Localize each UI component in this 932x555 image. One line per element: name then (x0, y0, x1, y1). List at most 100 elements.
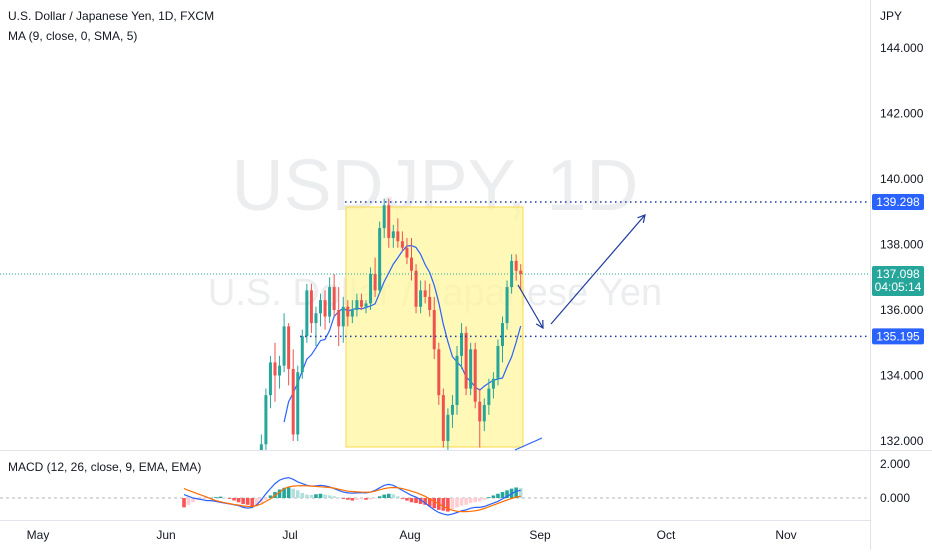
candle-body[interactable] (464, 332, 468, 389)
candles-layer[interactable] (259, 198, 523, 450)
candle-body[interactable] (455, 355, 459, 405)
candle-body[interactable] (414, 270, 418, 307)
candle-body[interactable] (332, 287, 336, 310)
candle-body[interactable] (259, 444, 263, 450)
candle-body[interactable] (469, 349, 473, 389)
candle-body[interactable] (309, 290, 313, 324)
candle-body[interactable] (432, 310, 436, 350)
macd-histogram-bar (245, 498, 250, 505)
candle-body[interactable] (405, 247, 409, 258)
macd-histogram-bar (186, 498, 191, 505)
candle-body[interactable] (478, 401, 482, 422)
price-axis-unit: JPY (880, 9, 902, 23)
macd-histogram-bar (355, 498, 359, 501)
candle-body[interactable] (450, 404, 454, 415)
time-tick-label: Oct (657, 528, 676, 542)
macd-histogram-bar (446, 498, 450, 512)
price-tick-label: 136.000 (880, 303, 924, 317)
candle-body[interactable] (419, 290, 423, 307)
price-tick-label: 140.000 (880, 172, 924, 186)
candle-body[interactable] (410, 257, 413, 271)
candle-body[interactable] (337, 310, 341, 327)
candle-body[interactable] (350, 310, 354, 317)
macd-histogram-bar (427, 498, 432, 507)
macd-histogram-bar (414, 498, 418, 504)
candle-body[interactable] (378, 228, 382, 291)
candle-body[interactable] (382, 205, 386, 229)
candle-body[interactable] (264, 395, 268, 445)
levels-layer[interactable] (0, 201, 870, 338)
macd-histogram-bar (314, 494, 318, 498)
candle-body[interactable] (300, 336, 304, 373)
candle-body[interactable] (441, 395, 445, 441)
macd-histogram-bar (227, 498, 232, 499)
candle-body[interactable] (391, 231, 395, 238)
forecast-arrow-up[interactable] (550, 214, 646, 325)
candle-body[interactable] (287, 326, 291, 369)
candle-body[interactable] (369, 273, 373, 304)
candle-body[interactable] (396, 231, 400, 242)
symbol-title[interactable]: U.S. Dollar / Japanese Yen, 1D, FXCM (8, 9, 215, 23)
candle-body[interactable] (305, 290, 309, 337)
forecast-arrow-down[interactable] (517, 284, 544, 329)
macd-histogram-bar (268, 495, 273, 498)
candle-body[interactable] (473, 349, 477, 402)
candle-body[interactable] (423, 290, 427, 297)
candle-body[interactable] (428, 296, 432, 310)
candle-body[interactable] (446, 414, 450, 441)
candle-body[interactable] (519, 270, 523, 274)
resistance-price-label: 139.298 (876, 195, 920, 209)
candle-body[interactable] (487, 388, 491, 405)
macd-histogram-bar (204, 498, 209, 499)
macd-histogram-bar (309, 494, 314, 498)
candle-body[interactable] (355, 300, 359, 310)
candle-body[interactable] (323, 300, 327, 317)
candle-body[interactable] (501, 323, 504, 347)
macd-histogram-bar (409, 498, 414, 503)
candle-body[interactable] (268, 362, 272, 396)
candle-body[interactable] (491, 378, 495, 389)
candle-body[interactable] (296, 372, 300, 435)
macd-tick-label: 0.000 (880, 491, 910, 505)
macd-indicator-title[interactable]: MACD (12, 26, close, 9, EMA, EMA) (8, 460, 202, 474)
candle-body[interactable] (346, 306, 350, 317)
macd-histogram-bar (191, 498, 195, 503)
candle-body[interactable] (278, 365, 282, 376)
candle-body[interactable] (460, 332, 464, 356)
macd-histogram-bar (432, 498, 437, 509)
drawings-layer[interactable] (514, 214, 646, 451)
candle-body[interactable] (282, 326, 286, 366)
candle-body[interactable] (482, 404, 486, 422)
time-tick-label: Nov (775, 528, 796, 542)
time-tick-label: Sep (529, 528, 551, 542)
candle-body[interactable] (400, 241, 404, 248)
candle-body[interactable] (514, 260, 518, 271)
candle-body[interactable] (373, 273, 377, 291)
candle-body[interactable] (437, 349, 441, 396)
time-axis[interactable]: May Jun Jul Aug Sep Oct Nov (27, 528, 797, 542)
candle-body[interactable] (387, 205, 391, 238)
candle-body[interactable] (314, 313, 318, 324)
candle-body[interactable] (496, 346, 500, 379)
macd-histogram-bar (264, 498, 268, 500)
macd-histogram-bar (368, 498, 373, 500)
time-tick-label: Aug (399, 528, 420, 542)
macd-histogram-bar (477, 498, 482, 502)
candle-body[interactable] (505, 287, 509, 324)
candle-body[interactable] (359, 300, 363, 307)
candle-body[interactable] (328, 287, 332, 317)
price-tick-label: 138.000 (880, 238, 924, 252)
candle-body[interactable] (364, 303, 368, 307)
candle-body[interactable] (291, 368, 295, 435)
macd-histogram-bar (341, 498, 346, 499)
candle-body[interactable] (319, 300, 322, 314)
price-axis[interactable]: JPY 144.000 142.000 140.000 138.000 136.000 13… (880, 9, 924, 448)
candle-body[interactable] (341, 306, 345, 327)
macd-histogram-bar (200, 498, 204, 499)
candle-body[interactable] (273, 362, 277, 376)
macd-histogram-bar (327, 495, 332, 498)
ma-indicator-title[interactable]: MA (9, close, 0, SMA, 5) (8, 29, 138, 43)
candle-body[interactable] (510, 260, 514, 288)
